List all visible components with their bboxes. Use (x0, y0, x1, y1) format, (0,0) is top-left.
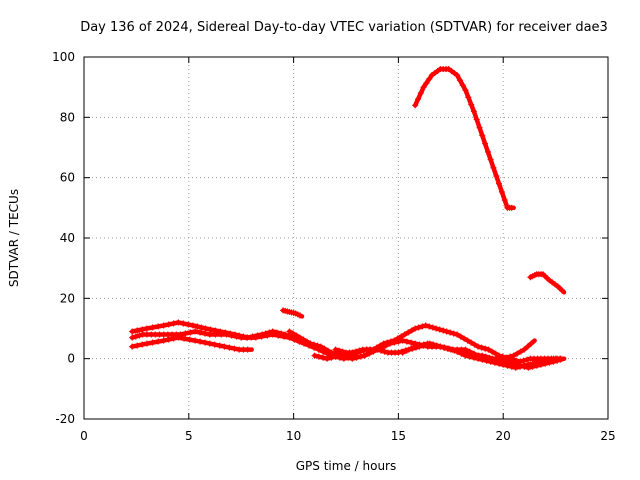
ticks-layer: 0 5 10 15 20 25 -20 0 20 40 60 80 100 (52, 50, 616, 443)
data-layer (129, 66, 567, 371)
x-tick-label: 15 (391, 429, 406, 443)
series-track-3 (280, 307, 305, 319)
chart-title: Day 136 of 2024, Sidereal Day-to-day VTE… (80, 20, 608, 35)
grid-layer (84, 57, 608, 419)
x-axis-label: GPS time / hours (296, 459, 397, 473)
series-track-6 (129, 328, 359, 362)
y-tick-label: 100 (52, 50, 75, 64)
x-tick-label: 5 (185, 429, 193, 443)
x-tick-label: 20 (496, 429, 511, 443)
series-track-5 (129, 334, 254, 353)
series-track-1 (412, 66, 516, 211)
y-tick-label: 40 (60, 231, 75, 245)
series-track-2 (527, 271, 567, 295)
y-tick-label: 80 (60, 110, 75, 124)
y-tick-label: 60 (60, 171, 75, 185)
y-tick-label: 0 (67, 352, 75, 366)
x-tick-label: 10 (286, 429, 301, 443)
y-tick-label: -20 (55, 412, 75, 426)
series-track-10 (399, 340, 567, 371)
y-axis-label: SDTVAR / TECUs (7, 189, 21, 287)
y-tick-label: 20 (60, 291, 75, 305)
x-tick-label: 0 (80, 429, 88, 443)
x-tick-label: 25 (600, 429, 615, 443)
